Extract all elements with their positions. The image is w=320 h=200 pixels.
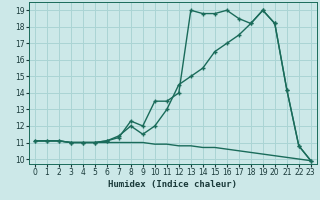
X-axis label: Humidex (Indice chaleur): Humidex (Indice chaleur): [108, 180, 237, 189]
